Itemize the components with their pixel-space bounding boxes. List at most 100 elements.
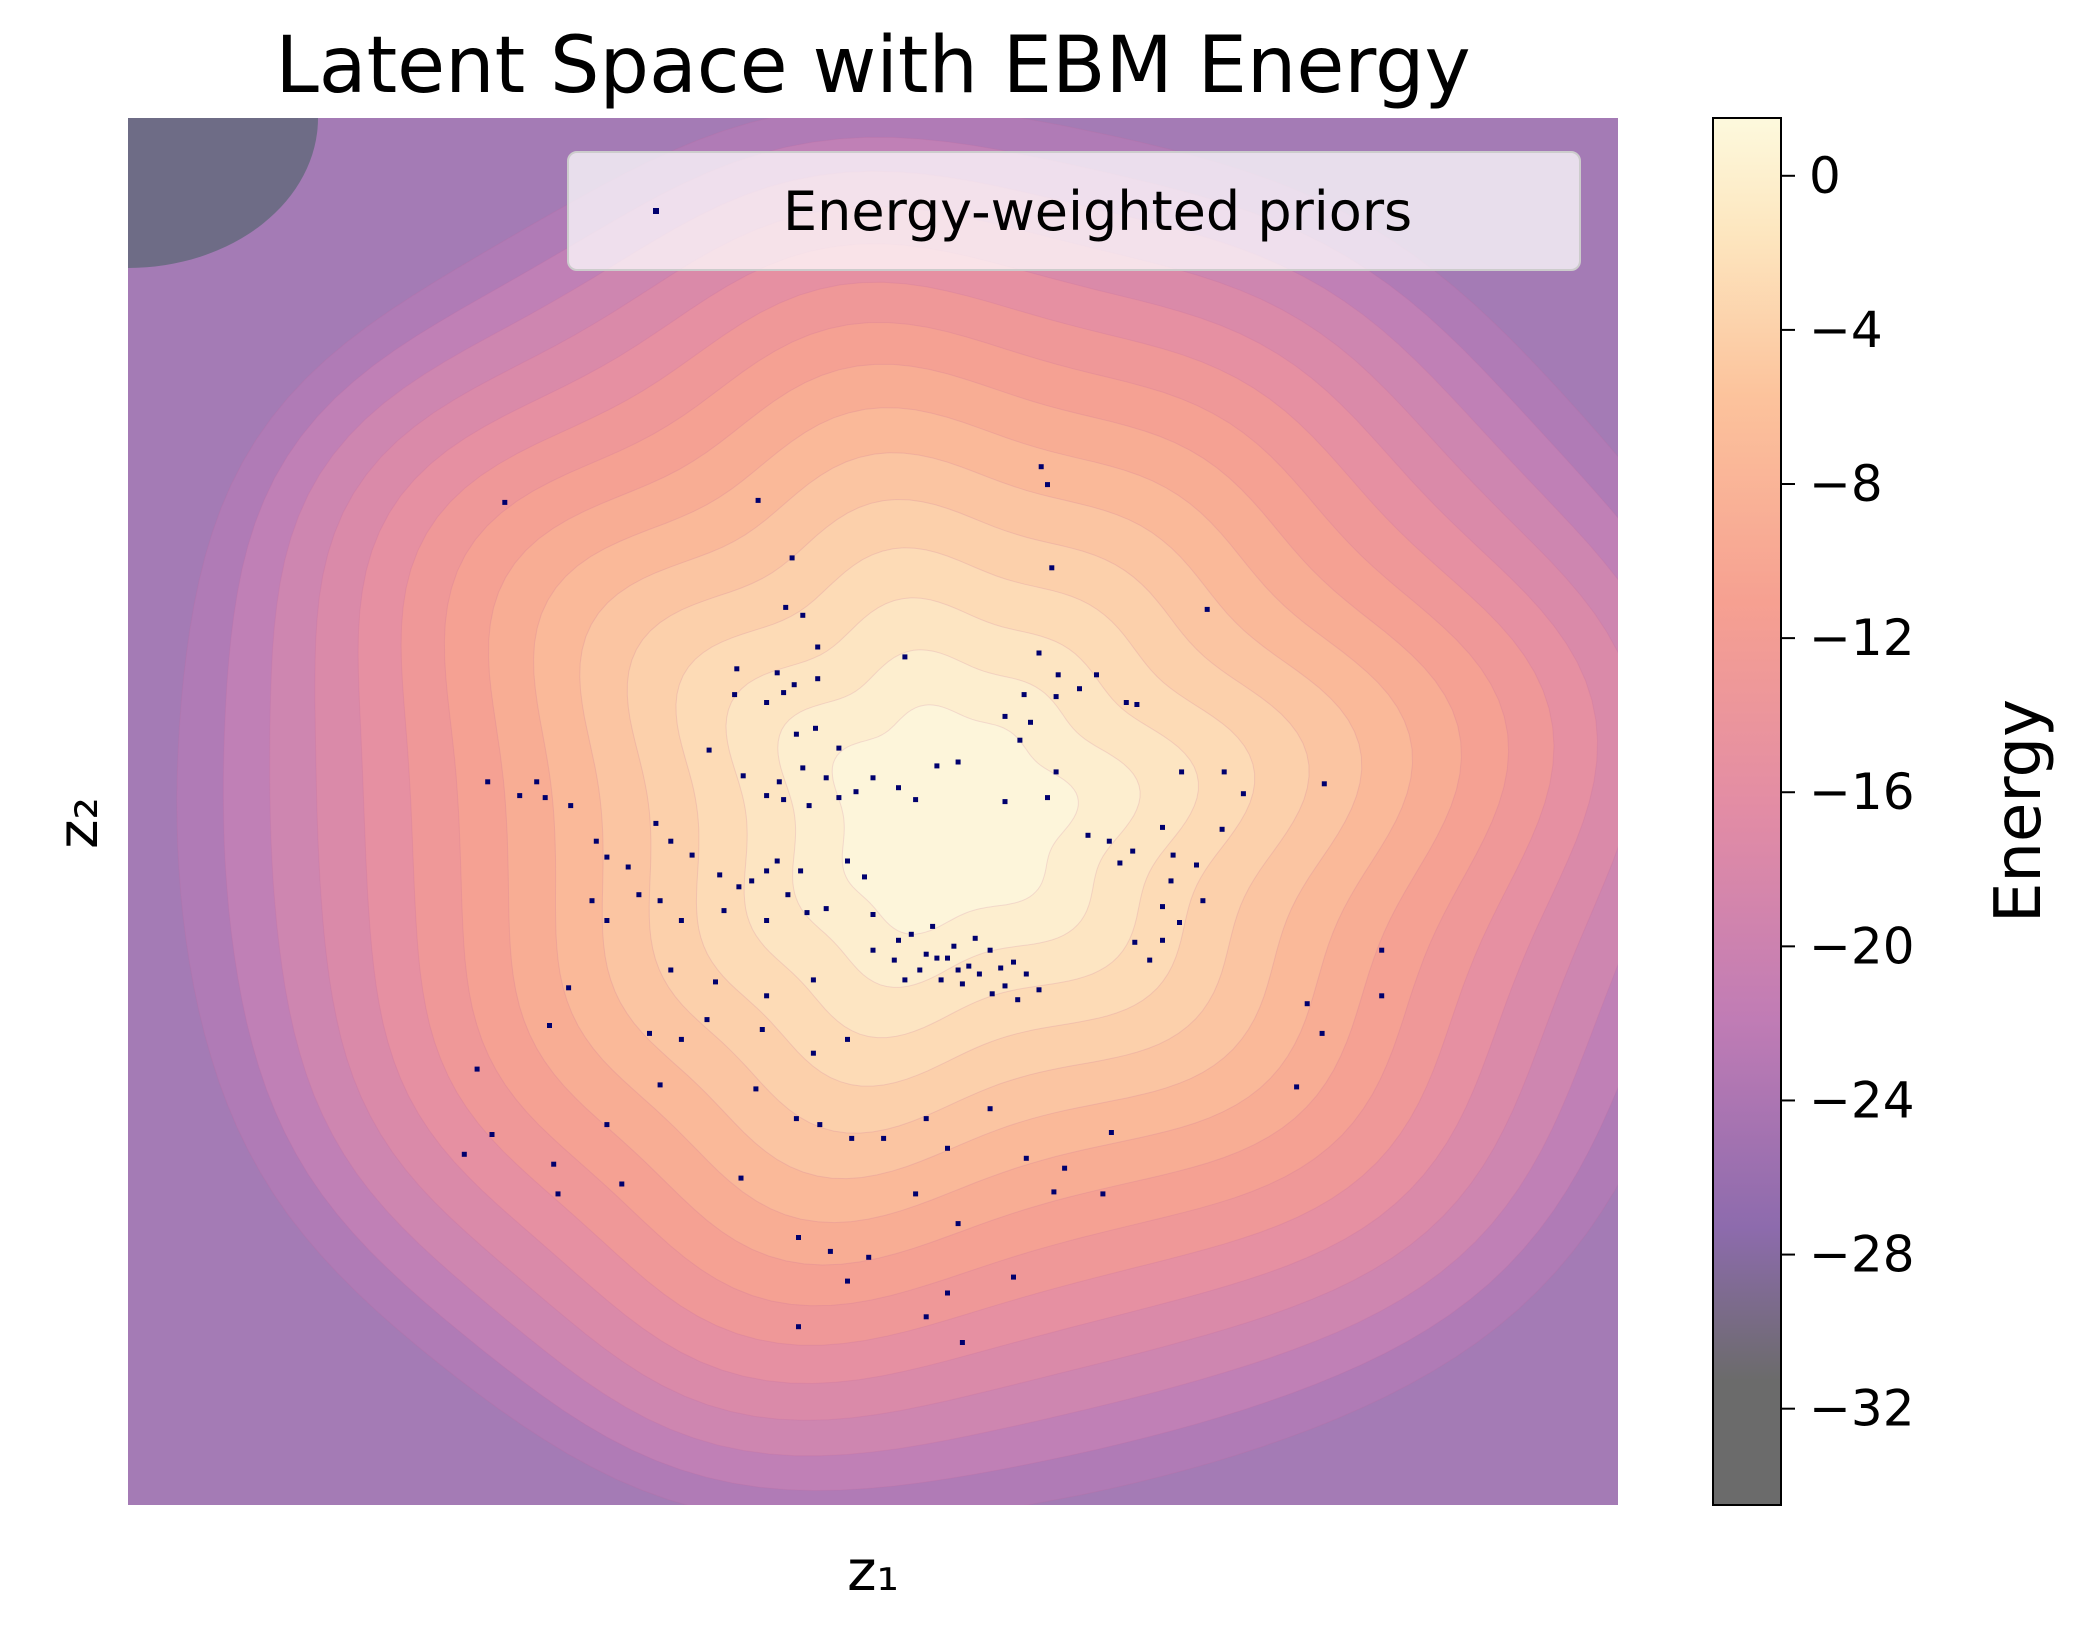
- scatter-point: [764, 700, 770, 705]
- scatter-point: [1304, 1001, 1310, 1007]
- scatter-point: [704, 1017, 710, 1023]
- scatter-point: [862, 874, 867, 880]
- scatter-point: [566, 985, 572, 991]
- scatter-point: [955, 1221, 961, 1227]
- scatter-point: [764, 918, 770, 923]
- scatter-point: [1049, 565, 1055, 571]
- scatter-point: [945, 1145, 950, 1151]
- scatter-point: [870, 947, 876, 953]
- scatter-point: [966, 963, 972, 969]
- scatter-point: [891, 957, 897, 963]
- scatter-point: [568, 803, 574, 809]
- scatter-point: [759, 1027, 765, 1032]
- scatter-point: [1170, 852, 1176, 858]
- scatter-point: [517, 793, 523, 799]
- scatter-point: [951, 943, 957, 949]
- colorbar-ticks: 0 −4 −8 −12 −16 −20 −24 −28 −32: [1781, 147, 1915, 1438]
- scatter-point: [542, 795, 548, 801]
- scatter-point: [781, 690, 787, 696]
- scatter-point: [849, 1135, 855, 1141]
- scatter-point: [619, 1181, 625, 1187]
- scatter-point: [789, 555, 795, 561]
- scatter-point: [713, 979, 718, 985]
- scatter-point: [815, 644, 821, 650]
- scatter-point: [1160, 904, 1165, 910]
- scatter-point: [1085, 832, 1091, 838]
- scatter-point: [783, 604, 789, 610]
- scatter-point: [823, 906, 829, 912]
- scatter-point: [625, 864, 631, 870]
- scatter-point: [959, 981, 965, 987]
- colorbar-tick-label: −20: [1809, 917, 1915, 975]
- scatter-point: [810, 1050, 816, 1056]
- scatter-point: [1011, 1274, 1016, 1280]
- scatter-point: [657, 1082, 663, 1088]
- scatter-point: [706, 747, 712, 753]
- scatter-point: [1134, 702, 1140, 707]
- colorbar-tick-label: 0: [1809, 147, 1841, 205]
- scatter-point: [678, 1036, 684, 1042]
- scatter-point: [881, 1135, 887, 1141]
- scatter-point: [1200, 898, 1206, 904]
- scatter-point: [1028, 719, 1033, 725]
- scatter-point: [653, 820, 659, 826]
- scatter-point: [1023, 971, 1029, 977]
- scatter-point: [796, 1235, 801, 1240]
- scatter-point: [604, 918, 610, 923]
- scatter-point: [810, 977, 816, 983]
- plot-area: [128, 118, 1618, 1505]
- scatter-point: [1204, 606, 1210, 612]
- scatter-point: [604, 1122, 610, 1128]
- scatter-point: [913, 1191, 919, 1197]
- scatter-point: [917, 967, 923, 973]
- scatter-point: [1045, 482, 1050, 488]
- scatter-point: [845, 858, 850, 864]
- scatter-point: [923, 1116, 929, 1122]
- scatter-point: [813, 725, 818, 731]
- colorbar-tick-label: −24: [1809, 1071, 1915, 1129]
- scatter-point: [734, 666, 740, 672]
- scatter-point: [923, 951, 929, 957]
- scatter-point: [945, 955, 950, 961]
- scatter-point: [902, 654, 908, 660]
- scatter-point: [1077, 686, 1082, 692]
- scatter-point: [534, 779, 540, 785]
- scatter-point: [1160, 937, 1165, 943]
- scatter-point: [485, 779, 491, 785]
- scatter-point: [1177, 920, 1182, 925]
- scatter-point: [1106, 838, 1112, 844]
- colorbar-tick-label: −8: [1809, 455, 1883, 513]
- scatter-point: [1130, 848, 1136, 854]
- chart-title: Latent Space with EBM Energy: [275, 21, 1470, 111]
- scatter-point: [1319, 1030, 1325, 1036]
- scatter-point: [776, 779, 782, 785]
- scatter-point: [764, 993, 770, 999]
- scatter-point: [853, 789, 859, 795]
- scatter-point: [800, 612, 806, 618]
- scatter-point: [1011, 959, 1016, 965]
- y-axis-label: z₂: [46, 797, 111, 849]
- scatter-point: [870, 912, 876, 917]
- scatter-point: [955, 967, 961, 973]
- scatter-point: [1015, 997, 1021, 1003]
- scatter-point: [738, 1175, 744, 1181]
- scatter-point: [647, 1030, 652, 1036]
- scatter-point: [1002, 713, 1008, 719]
- scatter-point: [796, 1324, 801, 1330]
- scatter-point: [1002, 983, 1008, 989]
- scatter-point: [998, 965, 1004, 971]
- scatter-point: [987, 1106, 993, 1112]
- scatter-point: [1194, 862, 1199, 868]
- scatter-point: [593, 838, 599, 844]
- scatter-point: [474, 1066, 480, 1072]
- scatter-point: [1023, 1155, 1029, 1161]
- scatter-point: [764, 793, 770, 799]
- scatter-point: [668, 838, 674, 844]
- scatter-point: [1017, 737, 1023, 743]
- scatter-point: [551, 1161, 557, 1167]
- scatter-point: [555, 1191, 561, 1197]
- scatter-point: [934, 955, 940, 961]
- scatter-point: [753, 1086, 759, 1092]
- scatter-point: [717, 872, 723, 878]
